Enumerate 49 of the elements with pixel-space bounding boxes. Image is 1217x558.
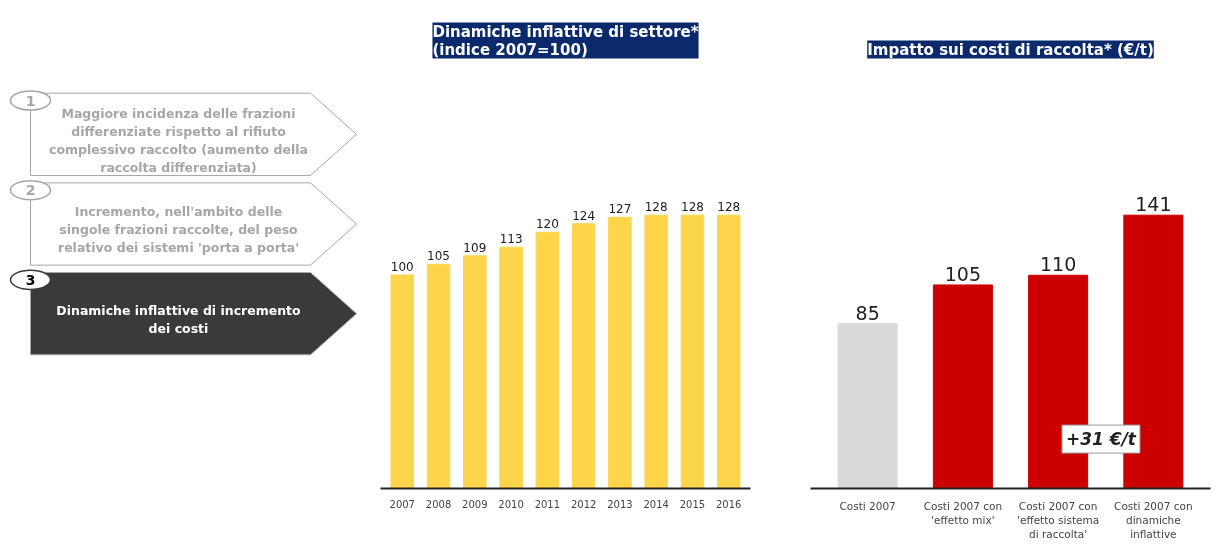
- chart-title: Dinamiche inflattive di settore* (indice 2007=100): [432, 22, 699, 59]
- x-tick-label: Costi 2007 con 'effetto mix': [923, 499, 1003, 526]
- data-label: 128: [644, 200, 668, 215]
- text: 1: [25, 92, 36, 109]
- data-label: 113: [499, 232, 523, 247]
- text: Maggiore incidenza delle frazioni differenziate rispetto al rifiuto complessivo raccolto (aumento della raccolta differenziata): [49, 105, 308, 175]
- annotation: +31 €/t: [1065, 429, 1137, 450]
- bar: [571, 223, 596, 489]
- x-tick-label: 2009: [462, 498, 488, 510]
- chart-title: Impatto sui costi di raccolta* (€/t): [867, 40, 1154, 59]
- x-tick-label: 2014: [643, 498, 669, 510]
- bar: [390, 274, 415, 489]
- text: 2: [25, 182, 36, 199]
- bar: [535, 231, 560, 489]
- bar: [463, 255, 487, 489]
- x-tick-label: Costi 2007 con dinamiche inflattive: [1114, 499, 1193, 541]
- text: 3: [25, 271, 36, 288]
- data-label: 105: [427, 249, 450, 264]
- bar: [837, 323, 898, 489]
- text: Dinamiche inflattive di incremento dei costi: [56, 303, 302, 336]
- bar: [716, 214, 741, 489]
- data-label: 85: [855, 301, 880, 324]
- data-label: 120: [535, 217, 559, 232]
- data-label: 109: [463, 240, 487, 255]
- x-tick-label: 2007: [389, 498, 415, 510]
- data-label: 100: [390, 259, 414, 274]
- x-tick-label: Costi 2007: [839, 499, 896, 512]
- bar: [499, 246, 523, 489]
- bar: [608, 216, 632, 489]
- bar: [680, 214, 705, 489]
- bar: [426, 263, 451, 489]
- x-tick-label: 2008: [425, 498, 452, 510]
- data-label: 128: [717, 200, 741, 215]
- text: Incremento, nell'ambito delle singole frazioni raccolte, del peso relativo dei sistemi 'porta a porta': [57, 204, 300, 256]
- x-tick-label: 2015: [679, 498, 706, 510]
- x-tick-label: 2010: [498, 498, 524, 510]
- bar: [644, 214, 668, 489]
- data-label: 141: [1135, 193, 1172, 216]
- data-label: 105: [944, 262, 982, 285]
- x-tick-label: 2011: [534, 498, 561, 510]
- bar: [932, 284, 993, 489]
- x-tick-label: 2013: [607, 498, 633, 510]
- x-tick-label: 2012: [570, 498, 597, 510]
- data-label: 127: [608, 202, 632, 217]
- x-tick-label: Costi 2007 con 'effetto sistema di raccolta': [1017, 499, 1100, 541]
- data-label: 128: [681, 200, 704, 215]
- data-label: 124: [572, 208, 596, 223]
- data-label: 110: [1039, 253, 1077, 276]
- x-tick-label: 2016: [716, 498, 742, 510]
